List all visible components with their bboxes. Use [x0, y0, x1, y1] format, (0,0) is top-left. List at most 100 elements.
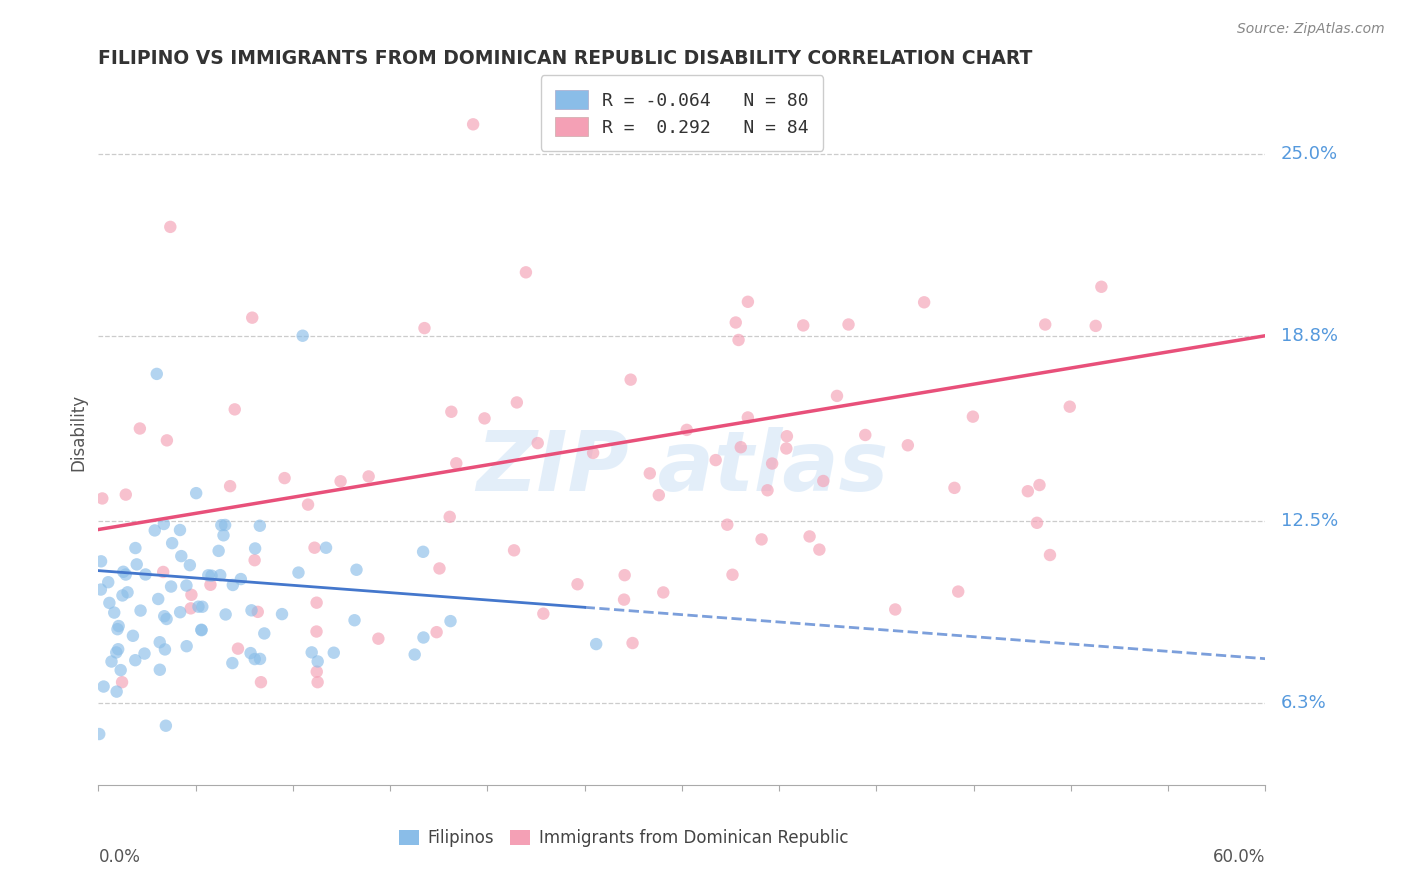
Text: 12.5%: 12.5% [1281, 512, 1339, 530]
Point [240, 310, 263, 325]
Point [105, 684, 128, 698]
Point [474, 411, 496, 425]
Point [214, 518, 236, 533]
Point [756, 483, 779, 498]
Point [243, 652, 266, 666]
Point [897, 438, 920, 452]
Point [226, 641, 249, 656]
Point [1084, 318, 1107, 333]
Point [884, 602, 907, 616]
Point [621, 636, 644, 650]
Point [110, 663, 132, 677]
Point [291, 328, 314, 343]
Point [737, 294, 759, 309]
Point [853, 428, 876, 442]
Point [620, 373, 643, 387]
Point [249, 518, 271, 533]
Point [169, 523, 191, 537]
Point [287, 566, 309, 580]
Point [124, 653, 146, 667]
Point [105, 645, 128, 659]
Point [229, 572, 252, 586]
Point [90, 582, 112, 597]
Point [253, 626, 276, 640]
Point [155, 719, 177, 733]
Point [775, 442, 797, 456]
Point [704, 453, 727, 467]
Point [307, 675, 329, 690]
Point [675, 423, 697, 437]
Point [439, 509, 461, 524]
Point [322, 646, 344, 660]
Point [648, 488, 671, 502]
Point [240, 603, 263, 617]
Point [412, 631, 434, 645]
Point [200, 578, 222, 592]
Point [439, 614, 461, 628]
Point [304, 541, 326, 555]
Point [724, 316, 747, 330]
Point [212, 528, 235, 542]
Point [208, 544, 231, 558]
Point [721, 567, 744, 582]
Point [187, 599, 209, 614]
Point [243, 553, 266, 567]
Point [143, 524, 166, 538]
Point [122, 629, 145, 643]
Point [107, 619, 129, 633]
Point [190, 623, 212, 637]
Point [613, 592, 636, 607]
Legend: Filipinos, Immigrants from Dominican Republic: Filipinos, Immigrants from Dominican Rep… [392, 822, 855, 855]
Point [176, 578, 198, 592]
Point [948, 584, 970, 599]
Point [159, 219, 181, 234]
Point [180, 601, 202, 615]
Point [148, 592, 170, 607]
Point [825, 389, 848, 403]
Point [912, 295, 935, 310]
Point [114, 567, 136, 582]
Point [125, 558, 148, 572]
Point [567, 577, 589, 591]
Point [962, 409, 984, 424]
Point [103, 606, 125, 620]
Text: 0.0%: 0.0% [98, 848, 141, 866]
Point [305, 596, 328, 610]
Point [1039, 548, 1062, 562]
Point [943, 481, 966, 495]
Point [153, 609, 176, 624]
Point [761, 457, 783, 471]
Point [315, 541, 337, 555]
Point [412, 545, 434, 559]
Point [1028, 478, 1050, 492]
Point [515, 265, 537, 279]
Point [91, 491, 114, 506]
Point [114, 488, 136, 502]
Point [799, 529, 821, 543]
Point [176, 639, 198, 653]
Point [156, 434, 179, 448]
Point [179, 558, 201, 573]
Point [652, 585, 675, 599]
Point [531, 607, 554, 621]
Point [129, 604, 152, 618]
Point [297, 498, 319, 512]
Point [463, 117, 485, 131]
Point [89, 727, 111, 741]
Point [191, 599, 214, 614]
Point [219, 479, 242, 493]
Point [186, 486, 208, 500]
Point [404, 648, 426, 662]
Point [446, 456, 468, 470]
Point [249, 652, 271, 666]
Point [367, 632, 389, 646]
Point [792, 318, 814, 333]
Point [357, 469, 380, 483]
Text: 60.0%: 60.0% [1213, 848, 1265, 866]
Point [149, 663, 172, 677]
Point [246, 605, 269, 619]
Point [503, 543, 526, 558]
Point [224, 402, 246, 417]
Point [155, 612, 177, 626]
Point [209, 518, 232, 533]
